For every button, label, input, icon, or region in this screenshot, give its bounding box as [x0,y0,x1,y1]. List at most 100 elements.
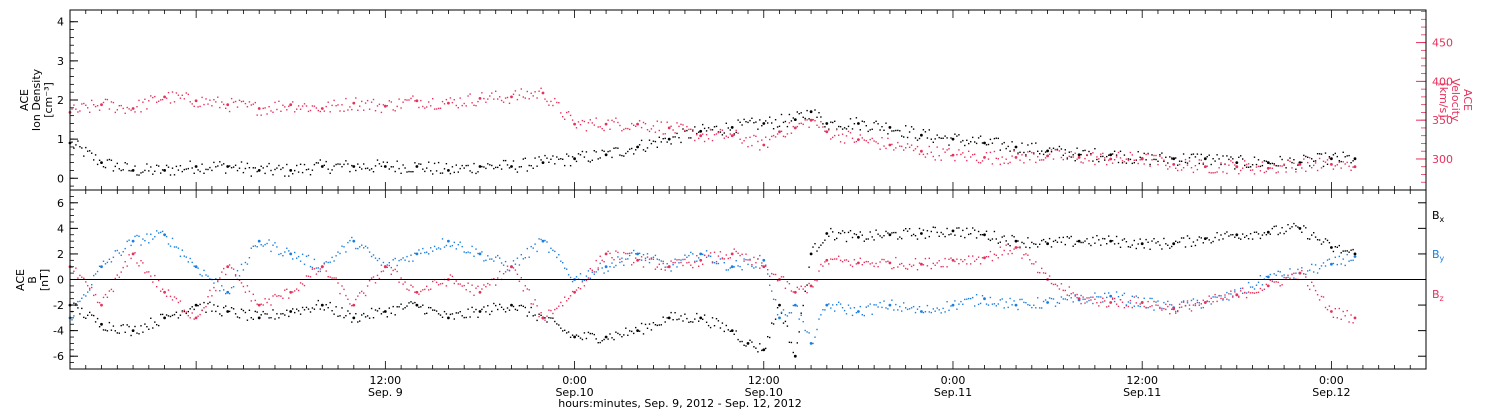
b-bz-sample [1186,300,1189,302]
b-bz-sample [1178,303,1181,305]
velocity-sample [975,159,978,162]
ion-density-sample [1023,151,1025,154]
b-bz-sample [406,288,408,290]
b-bz-sample [991,259,994,262]
velocity-sample [820,121,822,123]
velocity-sample [1011,155,1013,157]
ion-density-sample [660,141,662,143]
b-bz-sample [432,280,434,283]
ion-density-sample [1313,160,1315,162]
b-by-sample [512,260,515,262]
b-bz-sample [881,258,883,261]
b-bz-sample [834,258,836,260]
ion-density-point [636,145,639,149]
b-by-sample [715,262,718,265]
velocity-sample [185,92,187,94]
b-bx-sample [187,310,189,313]
velocity-sample [674,132,676,134]
b-bx-sample [709,326,712,329]
b-bz-sample [169,295,172,298]
legend-label-base: B [1432,248,1440,261]
ion-density-sample [370,168,373,170]
b-bx-sample [305,306,308,309]
b-bx-sample [296,308,298,310]
b-bz-sample [843,259,846,261]
b-by-sample [914,311,917,314]
b-bz-sample [656,266,658,268]
b-by-sample [879,301,881,304]
ion-density-sample [203,172,205,174]
b-bz-sample [315,273,318,275]
b-by-sample [165,235,168,238]
b-by-sample [161,230,164,233]
b-bx-sample [364,316,367,318]
velocity-sample [114,111,116,114]
b-bz-sample [938,260,940,262]
b-by-sample [221,285,223,287]
b-bz-sample [556,307,558,310]
velocity-sample [609,128,611,130]
b-bz-sample [790,290,793,292]
velocity-sample [875,141,877,143]
ion-density-sample [611,156,613,159]
velocity-sample [270,110,272,112]
b-by-sample [1129,302,1132,304]
velocity-sample [822,126,824,128]
ion-density-sample [891,130,893,132]
ion-density-sample [481,165,483,168]
b-by-sample [1269,273,1271,276]
ion-density-sample [335,163,337,166]
b-bx-sample [1048,237,1051,240]
b-bz-sample [625,252,627,255]
velocity-sample [144,98,146,100]
b-by-point [793,303,797,307]
b-bz-sample [398,281,400,283]
b-bx-sample [420,306,422,308]
b-bz-sample [1309,288,1311,291]
velocity-point [888,143,892,147]
b-by-sample [845,313,848,315]
b-bx-sample [1115,235,1118,238]
b-by-point [257,239,261,243]
b-bx-sample [1336,246,1338,248]
b-bz-sample [871,262,873,264]
b-bz-sample [534,299,536,301]
velocity-sample [960,153,962,156]
b-by-sample [1318,268,1321,270]
velocity-sample [104,98,107,101]
ion-density-sample [1320,153,1323,155]
b-bz-sample [408,289,410,291]
ion-density-sample [171,167,174,169]
b-by-sample [972,296,974,299]
velocity-sample [1273,164,1275,166]
b-bz-sample [1066,294,1068,296]
velocity-sample [1340,167,1342,169]
b-bx-sample [560,327,562,329]
velocity-sample [1117,151,1120,154]
velocity-sample [183,98,185,100]
ion-density-sample [1106,155,1108,158]
b-by-sample [727,269,729,271]
velocity-sample [656,120,658,122]
b-bz-sample [280,295,282,297]
b-bz-sample [579,288,582,290]
b-by-sample [1350,259,1352,262]
velocity-sample [491,92,493,94]
b-by-sample [335,255,337,257]
velocity-sample [173,101,176,103]
b-by-sample [751,265,753,268]
velocity-sample [887,137,889,140]
velocity-sample [87,107,89,109]
b-by-sample [1074,294,1076,296]
ion-density-sample [520,166,522,168]
b-bx-sample [254,310,256,313]
velocity-sample [863,139,865,141]
b-bx-sample [179,314,182,316]
b-bz-sample [780,276,783,278]
velocity-sample [219,106,221,109]
b-bx-sample [493,302,495,305]
b-bz-point [1235,293,1239,297]
velocity-sample [796,125,798,128]
ion-density-sample [292,173,294,175]
b-bx-sample [215,310,217,313]
